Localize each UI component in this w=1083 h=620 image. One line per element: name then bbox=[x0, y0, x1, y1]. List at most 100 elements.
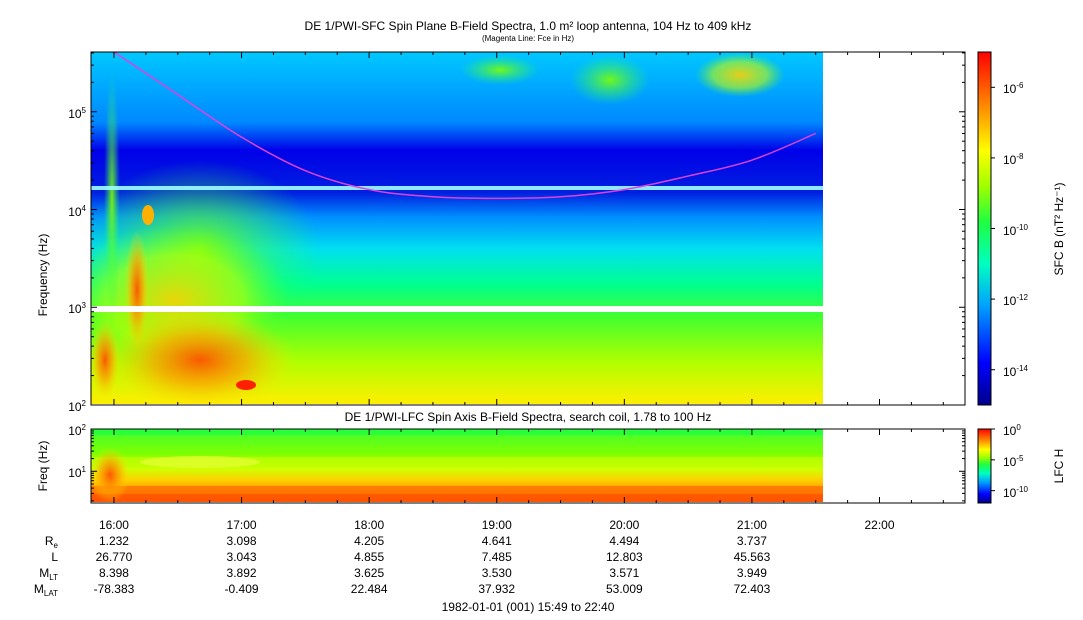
sfc-colorbar-tick-label-4-base: 10 bbox=[1003, 364, 1017, 379]
ephemeris-value-2-4: 3.571 bbox=[609, 566, 640, 580]
lfc-spectrogram-panel bbox=[90, 428, 966, 504]
sfc-y-tick-label-3: 105 bbox=[68, 104, 86, 121]
ephemeris-value-3-3: 37.932 bbox=[478, 582, 516, 596]
sfc-colorbar-tick-label-4: 10-14 bbox=[1003, 362, 1028, 379]
lfc-low-band bbox=[91, 486, 823, 494]
lfc-y-tick-label-1-exp: 2 bbox=[81, 423, 86, 432]
lfc-left-burst bbox=[91, 447, 130, 502]
sfc-colorbar-tick-label-1: 10-8 bbox=[1003, 150, 1023, 167]
ephemeris-value-1-0: 26.770 bbox=[95, 550, 133, 564]
sfc-spectrogram-features bbox=[91, 52, 823, 404]
lfc-colorbar-tick-label-2-exp: -10 bbox=[1016, 484, 1028, 494]
lfc-bottom-band bbox=[91, 494, 823, 502]
sfc-y-tick-label-1-exp: 3 bbox=[81, 301, 86, 311]
lfc-y-tick-label-0-base: 10 bbox=[68, 466, 82, 481]
sfc-y-tick-label-0: 102 bbox=[68, 397, 86, 414]
sfc-colorbar-tick-label-4-exp: -14 bbox=[1016, 363, 1028, 373]
fce-magenta-line bbox=[113, 52, 817, 200]
ephemeris-value-2-2: 3.625 bbox=[354, 566, 385, 580]
time-tick-label-1: 17:00 bbox=[226, 518, 257, 532]
sfc-colorbar-tick-label-3-base: 10 bbox=[1003, 294, 1017, 309]
lfc-colorbar-rect bbox=[977, 428, 992, 504]
ephemeris-value-0-3: 4.641 bbox=[481, 534, 512, 548]
ephemeris-row-name-3: MLAT bbox=[34, 582, 58, 601]
time-tick-label-3: 19:00 bbox=[481, 518, 512, 532]
sfc-y-tick-label-2-exp: 4 bbox=[81, 203, 86, 213]
sfc-top-emission-2 bbox=[695, 53, 785, 97]
lfc-y-axis-label: Freq (Hz) bbox=[36, 440, 50, 492]
ephemeris-value-2-0: 8.398 bbox=[98, 566, 129, 580]
ephemeris-row-name-0: Re bbox=[45, 534, 58, 553]
lfc-plot-frame bbox=[90, 428, 966, 504]
sfc-top-emission-1 bbox=[570, 55, 650, 105]
ephemeris-value-1-3: 7.485 bbox=[481, 550, 512, 564]
sfc-spectrogram-panel bbox=[90, 51, 966, 406]
sfc-orange-spot bbox=[142, 205, 154, 225]
lfc-colorbar-tick-label-0: 100 bbox=[1003, 421, 1021, 438]
ephemeris-value-2-3: 3.530 bbox=[481, 566, 512, 580]
sfc-colorbar-tick-label-0-base: 10 bbox=[1003, 82, 1017, 97]
ephemeris-name-text: M bbox=[39, 566, 50, 580]
ephemeris-value-1-4: 12.803 bbox=[605, 550, 643, 564]
ephemeris-name-text: M bbox=[33, 582, 44, 596]
sfc-colorbar-tick-label-1-exp: -8 bbox=[1016, 151, 1024, 161]
ephemeris-name-sub: LT bbox=[49, 573, 58, 582]
time-tick-label-2: 18:00 bbox=[354, 518, 385, 532]
sfc-y-tick-label-1-base: 10 bbox=[68, 302, 82, 317]
sfc-top-emission-3 bbox=[460, 55, 540, 85]
lfc-title: DE 1/PWI-LFC Spin Axis B-Field Spectra, … bbox=[344, 410, 712, 424]
ephemeris-row-name-1: L bbox=[51, 550, 58, 564]
time-tick-label-6: 22:00 bbox=[864, 518, 895, 532]
sfc-x-ticks bbox=[113, 52, 944, 405]
sfc-left-orange-band bbox=[91, 320, 120, 400]
sfc-y-tick-label-0-base: 10 bbox=[68, 400, 82, 414]
lfc-colorbar-tick-label-1: 10-5 bbox=[1003, 452, 1023, 469]
lfc-colorbar-tick-label-0-exp: 0 bbox=[1016, 423, 1021, 432]
ephemeris-value-3-0: -78.383 bbox=[93, 582, 135, 596]
ephemeris-value-0-5: 3.737 bbox=[736, 534, 767, 548]
sfc-colorbar-rect bbox=[977, 51, 992, 406]
sfc-colorbar-tick-label-3-exp: -12 bbox=[1016, 293, 1028, 303]
ephemeris-value-1-1: 3.043 bbox=[226, 550, 257, 564]
ephemeris-value-3-1: -0.409 bbox=[224, 582, 259, 596]
ephemeris-value-2-5: 3.949 bbox=[736, 566, 767, 580]
ephemeris-value-3-2: 22.484 bbox=[350, 582, 388, 596]
sfc-interference-line bbox=[91, 186, 823, 190]
sfc-title: DE 1/PWI-SFC Spin Plane B-Field Spectra,… bbox=[304, 19, 752, 33]
sfc-y-tick-label-2: 104 bbox=[68, 202, 86, 219]
sfc-y-tick-label-3-base: 10 bbox=[68, 106, 82, 121]
sfc-y-tick-label-3-exp: 5 bbox=[81, 105, 86, 115]
ephemeris-value-1-2: 4.855 bbox=[354, 550, 385, 564]
ephemeris-value-0-0: 1.232 bbox=[98, 534, 129, 548]
ephemeris-value-0-4: 4.494 bbox=[609, 534, 640, 548]
time-tick-label-5: 21:00 bbox=[736, 518, 767, 532]
ephemeris-value-3-4: 53.009 bbox=[605, 582, 643, 596]
sfc-y-tick-label-0-exp: 2 bbox=[81, 399, 86, 408]
ephemeris-name-text: L bbox=[51, 550, 58, 564]
sfc-red-spot bbox=[236, 380, 256, 390]
sfc-y-axis-label: Frequency (Hz) bbox=[36, 233, 50, 317]
lfc-spectrogram-features bbox=[91, 429, 823, 502]
sfc-vertical-burst bbox=[104, 70, 120, 330]
lfc-y-ticks bbox=[91, 428, 965, 502]
lfc-colorbar-ticks bbox=[991, 428, 995, 492]
sfc-colorbar-tick-label-2: 10-10 bbox=[1003, 221, 1028, 238]
lfc-yellow-streak bbox=[140, 456, 260, 468]
lfc-mid-band bbox=[91, 457, 823, 467]
lfc-colorbar-tick-label-2: 10-10 bbox=[1003, 483, 1028, 500]
time-tick-label-4: 20:00 bbox=[609, 518, 640, 532]
lfc-y-tick-label-0-exp: 1 bbox=[81, 465, 86, 475]
ephemeris-name-text: R bbox=[44, 534, 54, 548]
lfc-colorbar-tick-label-0-base: 10 bbox=[1003, 424, 1017, 438]
sfc-y-tick-label-1: 103 bbox=[68, 299, 86, 316]
sfc-plot-frame bbox=[90, 51, 966, 406]
lfc-x-ticks bbox=[113, 429, 944, 503]
lfc-y-tick-label-0: 101 bbox=[68, 463, 86, 480]
sfc-colorbar-label: SFC B (nT² Hz⁻¹) bbox=[1052, 182, 1066, 276]
sfc-colorbar bbox=[977, 51, 995, 406]
lfc-colorbar bbox=[977, 428, 995, 504]
sfc-colorbar-tick-label-0: 10-6 bbox=[1003, 79, 1023, 96]
sfc-y-ticks bbox=[91, 52, 965, 406]
ephemeris-value-0-1: 3.098 bbox=[226, 534, 257, 548]
